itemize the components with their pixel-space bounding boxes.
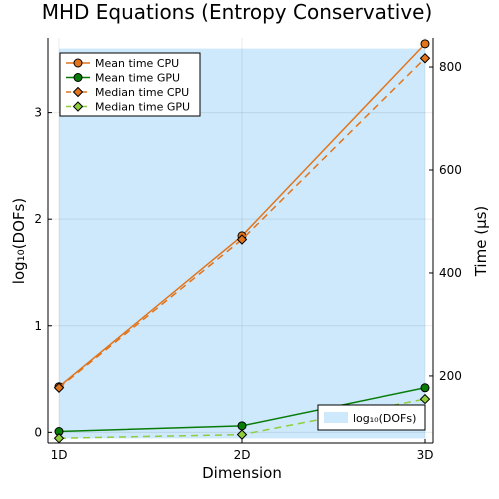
data-point	[420, 383, 430, 393]
chart-title: MHD Equations (Entropy Conservative)	[42, 0, 433, 24]
legend-label: Median time GPU	[95, 101, 190, 114]
legend-label: Mean time CPU	[95, 57, 179, 70]
y-right-tick-label: 400	[439, 266, 462, 280]
x-axis-label: Dimension	[202, 464, 282, 482]
legend-marker	[72, 101, 84, 112]
x-tick-label: 2D	[234, 448, 251, 462]
y-left-tick-label: 3	[34, 106, 42, 120]
y-axis-label-right: Time (µs)	[472, 206, 490, 278]
y-right-tick-label: 600	[439, 163, 462, 177]
y-left-tick-label: 0	[34, 425, 42, 439]
legend-marker	[73, 58, 83, 68]
data-point	[53, 433, 65, 444]
data-point	[420, 39, 430, 49]
y-right-tick-label: 800	[439, 60, 462, 74]
y-left-tick-label: 2	[34, 212, 42, 226]
y-left-tick-label: 1	[34, 319, 42, 333]
x-tick-label: 3D	[417, 448, 434, 462]
area-legend-swatch	[324, 412, 348, 423]
legend-marker	[72, 86, 84, 98]
data-point	[419, 53, 431, 64]
legend-label: Median time CPU	[95, 86, 189, 99]
plot-area: 1D 2D 3D 0 1 2 3 200 400 600 800	[34, 38, 462, 462]
data-point	[237, 421, 247, 431]
legend-marker	[73, 73, 83, 82]
data-point	[236, 429, 248, 440]
x-tick-label: 1D	[51, 448, 68, 462]
y-right-tick-label: 200	[439, 369, 462, 383]
data-point	[53, 382, 65, 393]
data-point	[419, 393, 431, 405]
area-legend-label: log₁₀(DOFs)	[353, 412, 416, 425]
legend-label: Mean time GPU	[95, 72, 180, 85]
y-axis-label-left: log₁₀(DOFs)	[10, 198, 28, 284]
data-point	[236, 234, 248, 245]
series-line-2	[58, 57, 426, 389]
